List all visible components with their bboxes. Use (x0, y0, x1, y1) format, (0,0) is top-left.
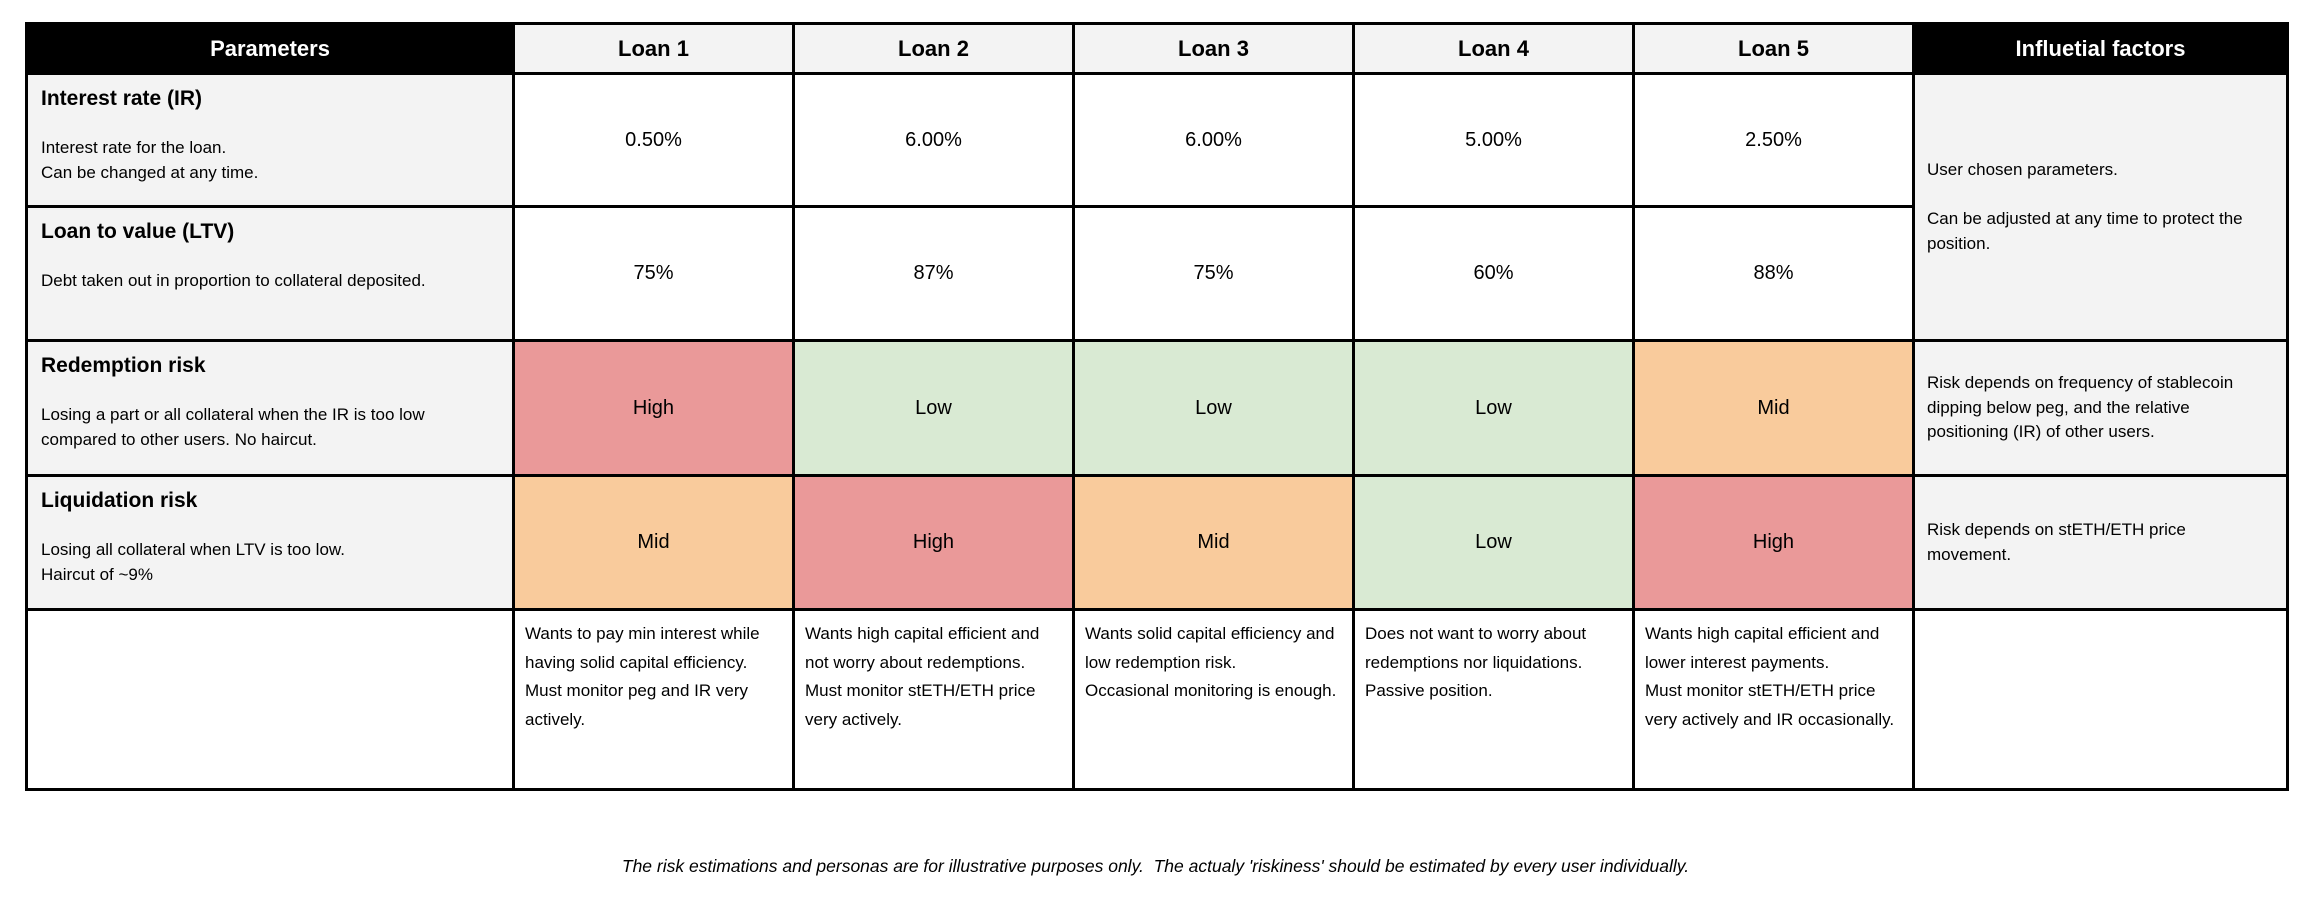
loan-1-header: Loan 1 (512, 22, 795, 75)
header-row: Parameters Loan 1 Loan 2 Loan 3 Loan 4 L… (25, 22, 2289, 75)
interest-rate-parameter-cell: Interest rate (IR) Interest rate for the… (25, 72, 515, 208)
liquidation-risk-loan-3: Mid (1072, 474, 1355, 611)
loan-3-header: Loan 3 (1072, 22, 1355, 75)
interest-rate-loan-2: 6.00% (792, 72, 1075, 208)
ltv-loan-2: 87% (792, 205, 1075, 342)
interest-rate-loan-1: 0.50% (512, 72, 795, 208)
persona-loan-4: Does not want to worry about redemptions… (1352, 608, 1635, 791)
interest-rate-loan-3: 6.00% (1072, 72, 1355, 208)
ltv-loan-4: 60% (1352, 205, 1635, 342)
loan-2-header: Loan 2 (792, 22, 1075, 75)
liquidation-risk-loan-4: Low (1352, 474, 1635, 611)
loan-comparison-table: Parameters Loan 1 Loan 2 Loan 3 Loan 4 L… (25, 22, 2289, 791)
persona-loan-3: Wants solid capital efficiency and low r… (1072, 608, 1355, 791)
liquidation-risk-parameter-cell: Liquidation risk Losing all collateral w… (25, 474, 515, 611)
influential-redemption-cell: Risk depends on frequency of stablecoin … (1912, 339, 2289, 477)
parameters-header: Parameters (25, 22, 515, 75)
influential-factors-header: Influetial factors (1912, 22, 2289, 75)
redemption-risk-loan-5: Mid (1632, 339, 1915, 477)
redemption-risk-description: Losing a part or all collateral when the… (41, 405, 425, 449)
loan-5-header: Loan 5 (1632, 22, 1915, 75)
ltv-parameter-cell: Loan to value (LTV) Debt taken out in pr… (25, 205, 515, 342)
liquidation-risk-row: Liquidation risk Losing all collateral w… (25, 474, 2289, 611)
ltv-loan-5: 88% (1632, 205, 1915, 342)
persona-loan-5: Wants high capital efficient and lower i… (1632, 608, 1915, 791)
liquidation-risk-loan-1: Mid (512, 474, 795, 611)
ltv-loan-3: 75% (1072, 205, 1355, 342)
redemption-risk-parameter-cell: Redemption risk Losing a part or all col… (25, 339, 515, 477)
interest-rate-loan-4: 5.00% (1352, 72, 1635, 208)
persona-right-blank-cell (1912, 608, 2289, 791)
persona-loan-2: Wants high capital efficient and not wor… (792, 608, 1075, 791)
liquidation-risk-title: Liquidation risk (41, 489, 198, 512)
ltv-row: Loan to value (LTV) Debt taken out in pr… (25, 205, 2288, 342)
redemption-risk-title: Redemption risk (41, 354, 206, 377)
liquidation-risk-loan-2: High (792, 474, 1075, 611)
liquidation-risk-description: Losing all collateral when LTV is too lo… (41, 540, 345, 584)
influential-liquidation-cell: Risk depends on stETH/ETH price movement… (1912, 474, 2289, 611)
redemption-risk-loan-4: Low (1352, 339, 1635, 477)
interest-rate-description: Interest rate for the loan. Can be chang… (41, 138, 259, 182)
redemption-risk-loan-3: Low (1072, 339, 1355, 477)
persona-loan-1: Wants to pay min interest while having s… (512, 608, 795, 791)
loan-4-header: Loan 4 (1352, 22, 1635, 75)
redemption-risk-row: Redemption risk Losing a part or all col… (25, 339, 2289, 477)
persona-left-blank-cell (25, 608, 515, 791)
interest-rate-title: Interest rate (IR) (41, 87, 203, 110)
influential-user-parameters-cell: User chosen parameters. Can be adjusted … (1912, 72, 2289, 342)
interest-rate-row: Interest rate (IR) Interest rate for the… (25, 72, 2289, 342)
ltv-description: Debt taken out in proportion to collater… (41, 271, 426, 290)
liquidation-risk-loan-5: High (1632, 474, 1915, 611)
redemption-risk-loan-2: Low (792, 339, 1075, 477)
interest-rate-loan-5: 2.50% (1632, 72, 1915, 208)
persona-row: Wants to pay min interest while having s… (25, 608, 2289, 791)
ltv-title: Loan to value (LTV) (41, 220, 235, 243)
disclaimer-footnote: The risk estimations and personas are fo… (621, 856, 1690, 876)
ltv-loan-1: 75% (512, 205, 795, 342)
redemption-risk-loan-1: High (512, 339, 795, 477)
